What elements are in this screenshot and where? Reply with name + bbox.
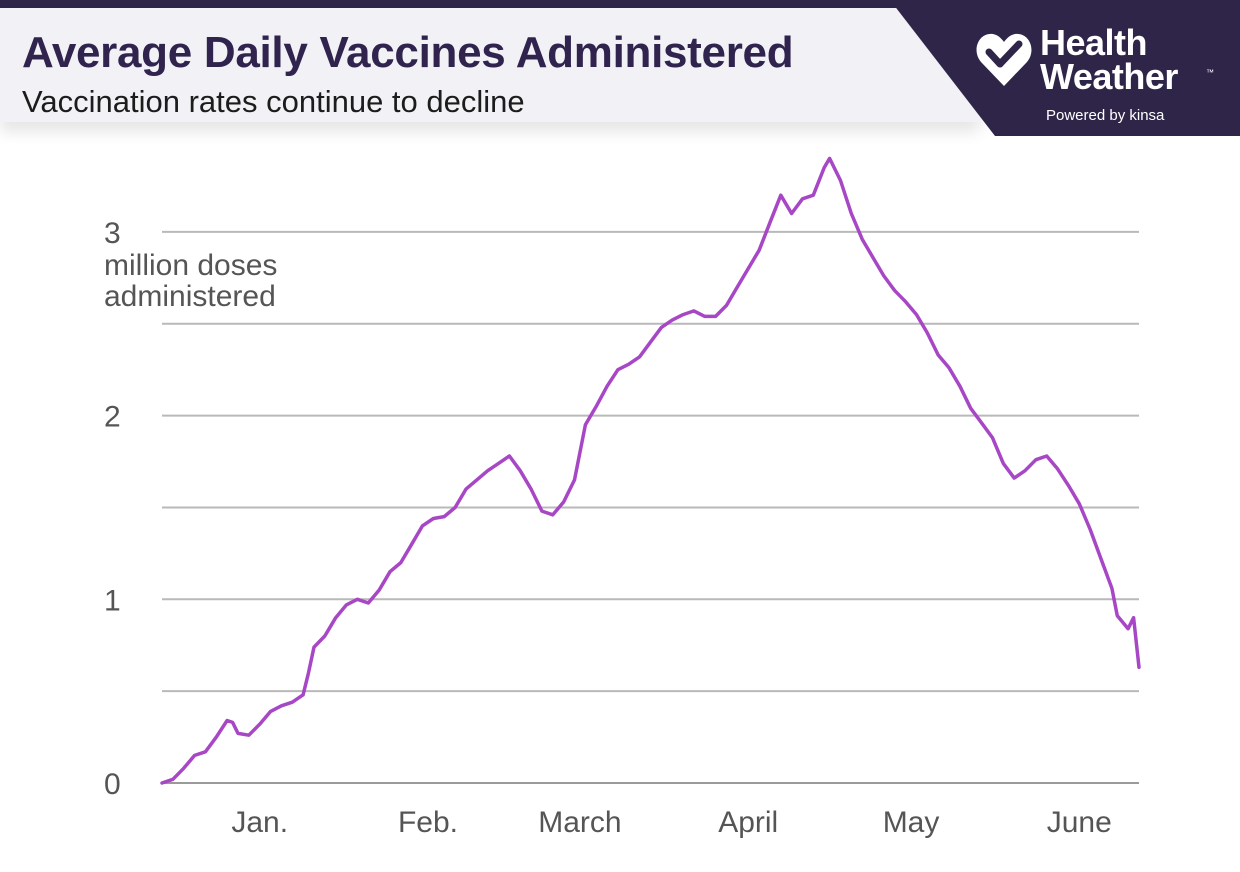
y-tick-label: 2 <box>104 401 121 434</box>
x-tick-label: June <box>1047 806 1112 839</box>
heart-check-icon <box>976 33 1032 86</box>
series-line <box>160 156 1141 785</box>
title-banner: Average Daily Vaccines Administered Vacc… <box>0 8 980 122</box>
x-tick-label: Feb. <box>398 806 458 839</box>
brand-trademark: ™ <box>1206 68 1214 77</box>
top-rule <box>0 0 1240 8</box>
y-axis-label-line: administered <box>104 280 276 313</box>
brand-tagline: Powered by kinsa <box>1046 107 1165 124</box>
x-tick-label: Jan. <box>231 806 288 839</box>
x-tick-label: May <box>883 806 940 839</box>
y-tick-label: 0 <box>104 768 121 801</box>
brand-name-line1: Health <box>1040 22 1148 63</box>
x-tick-label: April <box>718 806 778 839</box>
x-tick-label: March <box>538 806 621 839</box>
y-tick-label: 1 <box>104 584 121 617</box>
y-axis-label: million doses administered <box>104 249 277 313</box>
brand-name-line2: Weather <box>1040 56 1178 97</box>
chart-title: Average Daily Vaccines Administered <box>22 28 794 77</box>
series-layer <box>160 156 1141 785</box>
brand-name: Health Weather <box>1040 22 1178 97</box>
axis-layer: million doses administered 0 1 2 3 Jan. Feb. Ma… <box>104 217 1112 839</box>
y-tick-label: 3 <box>104 217 121 250</box>
chart-subtitle: Vaccination rates continue to decline <box>22 84 525 119</box>
grid-layer <box>162 230 1139 784</box>
y-axis-label-line: million doses <box>104 249 277 282</box>
